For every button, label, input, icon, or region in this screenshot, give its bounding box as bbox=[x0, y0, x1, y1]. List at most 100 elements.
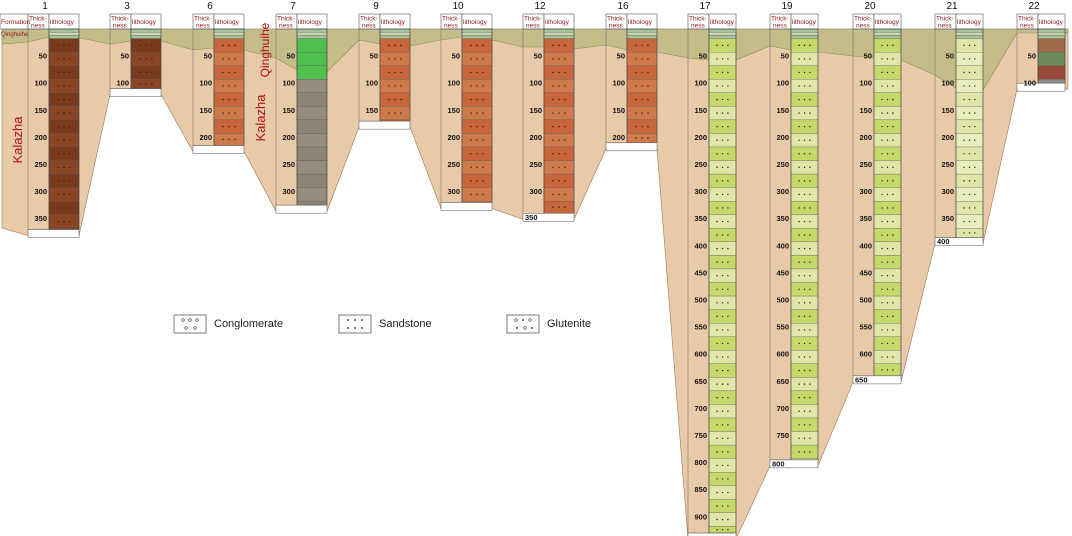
sandstone-dot bbox=[145, 44, 147, 47]
depth-label: 700 bbox=[694, 404, 707, 413]
conglomerate-legend-swatch bbox=[173, 314, 207, 334]
sandstone-dot bbox=[892, 220, 894, 223]
depth-label: 200 bbox=[694, 133, 707, 142]
sandstone-dot bbox=[647, 98, 649, 101]
sandstone-dot bbox=[388, 85, 390, 87]
depth-label: 150 bbox=[199, 106, 212, 115]
depth-label: 100 bbox=[694, 79, 707, 88]
sandstone-dot bbox=[881, 112, 883, 114]
section-number-3: 3 bbox=[124, 1, 130, 12]
sandstone-dot bbox=[388, 71, 390, 74]
thickness-header-label: Thick- bbox=[194, 16, 212, 23]
sandstone-dot bbox=[558, 139, 560, 141]
glutenite-pebble bbox=[523, 326, 527, 330]
sandstone-dot bbox=[234, 138, 236, 141]
sandstone-dot bbox=[57, 85, 59, 87]
sandstone-dot bbox=[968, 125, 971, 128]
sandstone-dot bbox=[388, 44, 390, 47]
sandstone-dot bbox=[809, 437, 811, 440]
depth-label: 50 bbox=[699, 52, 707, 61]
sandstone-dot bbox=[564, 139, 566, 141]
sandstone-dot bbox=[892, 275, 894, 277]
lithology-layer bbox=[543, 32, 575, 36]
sandstone-dot bbox=[803, 58, 806, 60]
sandstone-dot bbox=[347, 327, 349, 329]
depth-label: 250 bbox=[282, 160, 295, 169]
sandstone-dot bbox=[798, 153, 800, 155]
sandstone-dot bbox=[635, 98, 637, 101]
sandstone-dot bbox=[803, 288, 806, 290]
sandstone-dot bbox=[886, 302, 889, 304]
lithology-header-label: lithology bbox=[381, 19, 406, 26]
sandstone-dot bbox=[892, 207, 894, 209]
sandstone-dot bbox=[552, 193, 554, 196]
formation-header-label: Formation bbox=[1, 19, 31, 26]
sandstone-dot bbox=[69, 85, 71, 87]
lithology-layer bbox=[130, 35, 162, 39]
sandstone-dot bbox=[809, 180, 811, 182]
section-number-17: 17 bbox=[699, 1, 711, 12]
sandstone-dot bbox=[400, 98, 402, 101]
sandstone-dot bbox=[635, 58, 637, 60]
sandstone-dot bbox=[798, 193, 800, 196]
depth-label: 150 bbox=[529, 106, 542, 115]
sandstone-dot bbox=[361, 327, 363, 329]
lithology-layer bbox=[1037, 52, 1066, 66]
sandstone-dot bbox=[727, 302, 729, 304]
depth-label: 550 bbox=[694, 323, 707, 332]
sandstone-dot bbox=[222, 44, 224, 47]
sandstone-dot bbox=[886, 369, 889, 371]
depth-label: 100 bbox=[1023, 79, 1036, 88]
sandstone-dot bbox=[716, 315, 718, 318]
sandstone-dot bbox=[564, 44, 566, 47]
sandstone-dot bbox=[727, 207, 729, 209]
sandstone-dot bbox=[564, 98, 566, 101]
depth-label: 350 bbox=[34, 214, 47, 223]
sandstone-dot bbox=[886, 261, 889, 263]
depth-label: 750 bbox=[694, 431, 707, 440]
sandstone-dot bbox=[476, 139, 478, 141]
depth-label: 300 bbox=[859, 187, 872, 196]
thickness-header-label: ness bbox=[773, 23, 787, 30]
section-column-10 bbox=[440, 13, 493, 211]
sandstone-dot bbox=[974, 139, 976, 141]
sandstone-dot bbox=[139, 44, 141, 47]
sandstone-dot bbox=[798, 234, 800, 236]
sandstone-dot bbox=[963, 58, 965, 60]
sandstone-dot bbox=[716, 180, 718, 182]
sandstone-dot bbox=[886, 153, 889, 155]
sandstone-dot bbox=[400, 112, 402, 114]
depth-label: 150 bbox=[694, 106, 707, 115]
sandstone-dot bbox=[482, 166, 484, 169]
sandstone-dot bbox=[721, 153, 724, 155]
sandstone-dot bbox=[641, 125, 643, 128]
sandstone-dot bbox=[803, 85, 806, 87]
sandstone-dot bbox=[886, 180, 889, 182]
column-footer bbox=[1016, 82, 1066, 92]
sandstone-dot bbox=[886, 275, 889, 277]
lithology-layer bbox=[48, 28, 80, 33]
section-number-19: 19 bbox=[781, 1, 793, 12]
sandstone-dot bbox=[803, 383, 806, 385]
glutenite-dot bbox=[522, 319, 524, 321]
sandstone-dot bbox=[892, 180, 894, 182]
sandstone-dot bbox=[963, 85, 965, 87]
sandstone-dot bbox=[721, 139, 724, 141]
sandstone-dot bbox=[721, 275, 724, 277]
sandstone-dot bbox=[716, 478, 718, 480]
sandstone-dot bbox=[727, 166, 729, 169]
sandstone-dot bbox=[886, 125, 889, 128]
sandstone-dot bbox=[803, 153, 806, 155]
thickness-header-label: Thick- bbox=[854, 16, 872, 23]
sandstone-dot bbox=[482, 193, 484, 196]
sandstone-dot bbox=[727, 71, 729, 74]
sandstone-dot bbox=[881, 356, 883, 358]
sandstone-dot bbox=[886, 220, 889, 223]
sandstone-dot bbox=[798, 329, 800, 331]
lithology-layer bbox=[130, 32, 162, 36]
sandstone-dot bbox=[886, 193, 889, 196]
column-footer bbox=[605, 142, 658, 152]
sandstone-dot bbox=[809, 112, 811, 114]
column-footer bbox=[275, 204, 328, 214]
sandstone-dot bbox=[727, 139, 729, 141]
